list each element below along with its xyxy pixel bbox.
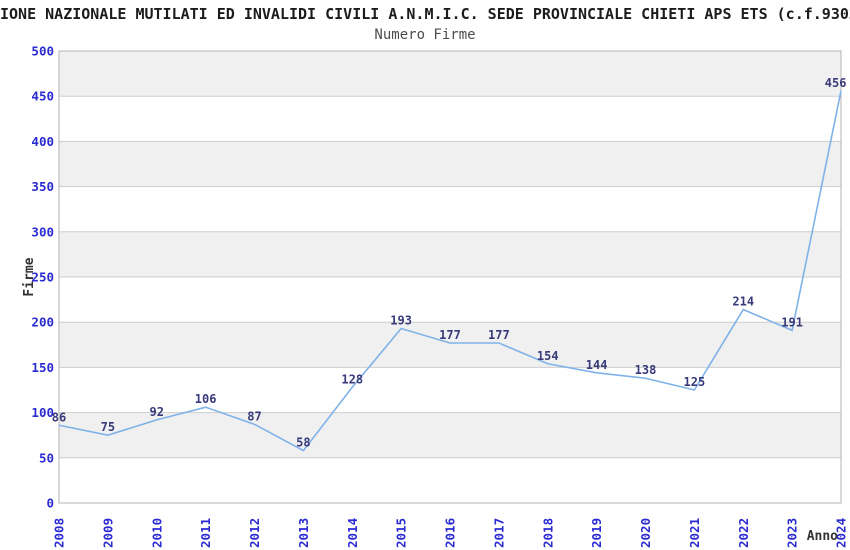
plot-band	[59, 51, 841, 97]
chart-title: IONE NAZIONALE MUTILATI ED INVALIDI CIVI…	[0, 6, 850, 23]
series-line	[58, 90, 842, 452]
data-point-label: 75	[101, 420, 115, 434]
x-tick-label: 2013	[296, 518, 311, 548]
data-point-label: 106	[195, 392, 217, 406]
y-axis-title: Firme	[22, 257, 37, 296]
y-tick-label: 150	[31, 360, 54, 375]
plot-band	[59, 231, 841, 277]
x-tick-label: 2023	[785, 518, 800, 548]
data-point-label: 191	[781, 315, 803, 329]
data-point-label: 58	[296, 436, 310, 450]
y-tick-label: 100	[31, 405, 54, 420]
data-point-label: 177	[439, 328, 461, 342]
data-point-label: 86	[52, 410, 66, 424]
x-tick-label: 2016	[443, 518, 458, 548]
plot-band	[59, 141, 841, 187]
x-tick-label: 2019	[589, 518, 604, 548]
plot-border	[58, 50, 842, 504]
x-tick-label: 2008	[52, 518, 67, 548]
y-tick-label: 250	[31, 270, 54, 285]
y-tick-label: 350	[31, 179, 54, 194]
x-tick-label: 2018	[540, 518, 555, 548]
plot-band	[59, 412, 841, 458]
x-tick-label: 2011	[198, 518, 213, 548]
x-tick-label: 2020	[638, 518, 653, 548]
data-point-label: 125	[684, 375, 706, 389]
y-tick-label: 450	[31, 89, 54, 104]
y-tick-label: 300	[31, 224, 54, 239]
chart-subtitle: Numero Firme	[374, 27, 476, 43]
y-tick-label: 500	[31, 44, 54, 59]
x-tick-label: 2022	[736, 518, 751, 548]
y-tick-label: 400	[31, 134, 54, 149]
y-tick-label: 50	[39, 450, 54, 465]
y-tick-label: 200	[31, 315, 54, 330]
x-tick-label: 2015	[394, 518, 409, 548]
data-point-label: 177	[488, 328, 510, 342]
x-tick-label: 2024	[834, 518, 849, 548]
x-tick-label: 2014	[345, 518, 360, 548]
x-tick-label: 2009	[100, 518, 115, 548]
x-tick-label: 2010	[149, 518, 164, 548]
data-point-label: 144	[586, 358, 608, 372]
data-point-label: 456	[825, 76, 847, 90]
y-tick-label: 0	[46, 496, 54, 511]
x-axis-title: Anno	[807, 529, 838, 544]
data-point-label: 214	[732, 295, 754, 309]
x-tick-label: 2012	[247, 518, 262, 548]
data-point-label: 87	[247, 409, 261, 423]
data-point-label: 193	[390, 314, 412, 328]
plot-band	[59, 322, 841, 368]
data-point-label: 154	[537, 349, 559, 363]
x-tick-label: 2017	[491, 518, 506, 548]
x-tick-label: 2021	[687, 518, 702, 548]
data-point-label: 128	[341, 372, 363, 386]
data-point-label: 138	[635, 363, 657, 377]
data-point-label: 92	[150, 405, 164, 419]
